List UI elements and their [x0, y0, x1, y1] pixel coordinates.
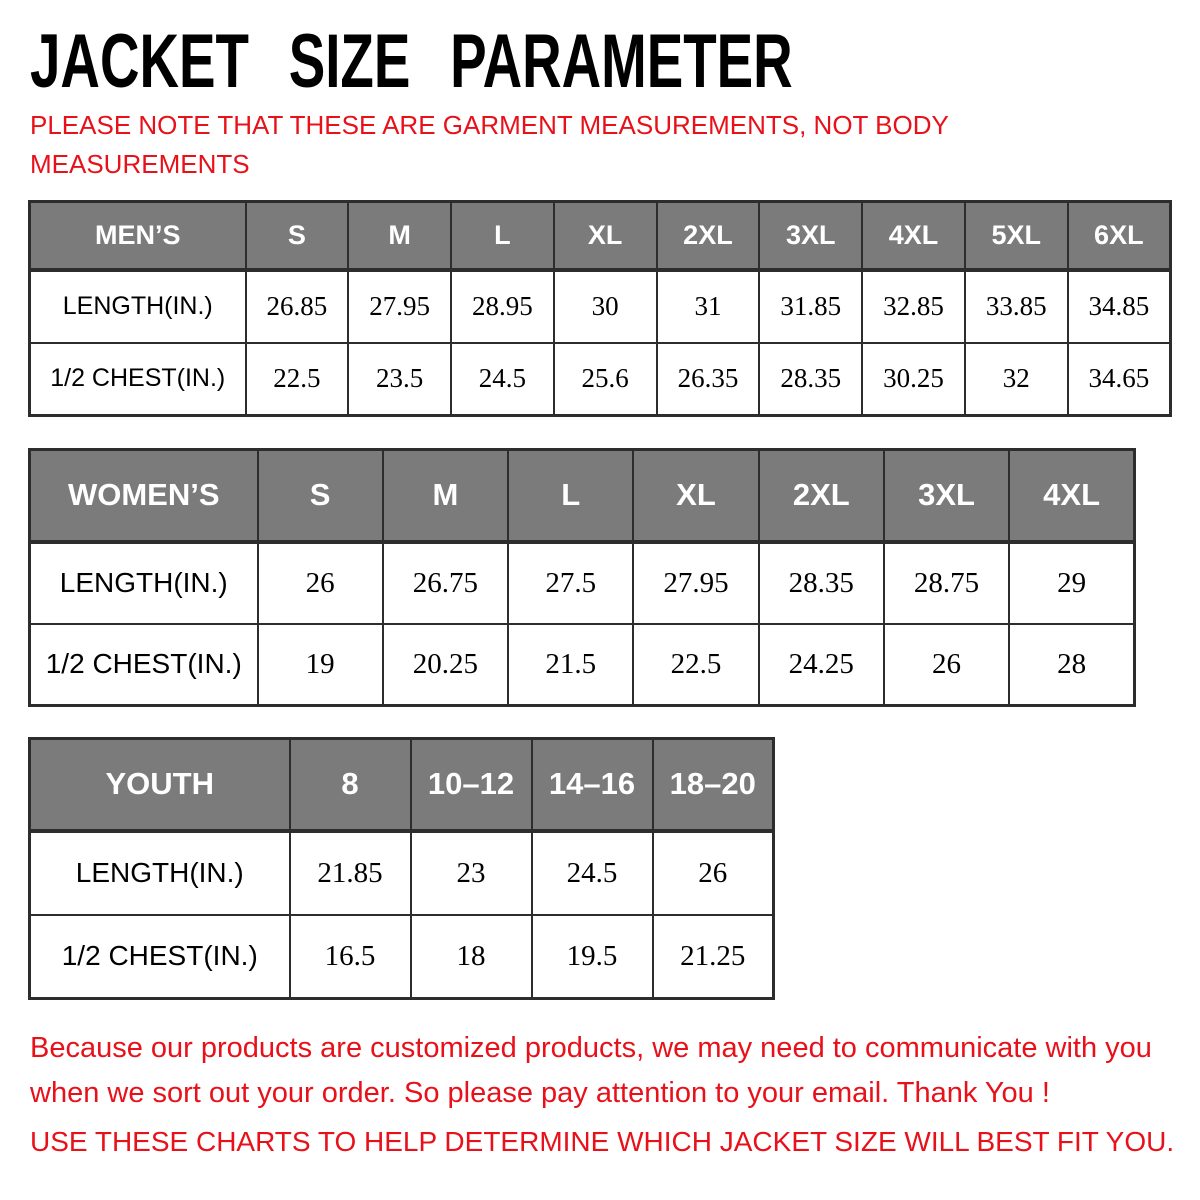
size-value-cell: 31.85	[758, 268, 864, 344]
size-value-cell: 22.5	[632, 622, 760, 707]
row-label-cell: LENGTH(IN.)	[28, 540, 259, 625]
womens-size-table: WOMEN’S S M L XL 2XL 3XL 4XL LENGTH(IN.)…	[28, 448, 1136, 707]
mens-size-table: MEN’S S M L XL 2XL 3XL 4XL 5XL 6XL LENGT…	[28, 200, 1172, 417]
size-column-header: S	[244, 200, 350, 272]
size-value-cell: 32.85	[861, 268, 966, 344]
size-value-cell: 18	[409, 913, 533, 1000]
mens-table-title: MEN’S	[28, 200, 247, 272]
womens-header-row: WOMEN’S S M L XL 2XL 3XL 4XL	[28, 448, 1136, 544]
size-column-header: L	[507, 448, 635, 544]
size-value-cell: 34.65	[1066, 341, 1172, 417]
row-label-cell: 1/2 CHEST(IN.)	[28, 341, 247, 417]
size-value-cell: 29	[1008, 540, 1136, 625]
mens-length-row: LENGTH(IN.) 26.85 27.95 28.95 30 31 31.8…	[28, 268, 1172, 344]
size-value-cell: 23	[409, 829, 533, 916]
size-value-cell: 27.95	[632, 540, 760, 625]
size-column-header: 2XL	[757, 448, 885, 544]
size-column-header: 2XL	[655, 200, 761, 272]
size-value-cell: 26	[882, 622, 1011, 707]
youth-chest-row: 1/2 CHEST(IN.) 16.5 18 19.5 21.25	[28, 913, 775, 1000]
size-value-cell: 23.5	[347, 341, 453, 417]
size-value-cell: 26.75	[381, 540, 510, 625]
size-column-header: 3XL	[882, 448, 1011, 544]
footer-fit-advice: USE THESE CHARTS TO HELP DETERMINE WHICH…	[30, 1126, 1175, 1157]
size-value-cell: 19.5	[530, 913, 654, 1000]
size-value-cell: 21.25	[651, 913, 775, 1000]
size-column-header: 18–20	[651, 737, 775, 833]
size-column-header: M	[347, 200, 453, 272]
size-value-cell: 30.25	[861, 341, 966, 417]
row-label-cell: 1/2 CHEST(IN.)	[28, 913, 291, 1000]
size-value-cell: 16.5	[288, 913, 412, 1000]
size-value-cell: 21.85	[288, 829, 412, 916]
row-label-cell: LENGTH(IN.)	[28, 268, 247, 344]
womens-chest-row: 1/2 CHEST(IN.) 19 20.25 21.5 22.5 24.25 …	[28, 622, 1136, 707]
size-column-header: 3XL	[758, 200, 864, 272]
size-value-cell: 26	[651, 829, 775, 916]
womens-table-title: WOMEN’S	[28, 448, 259, 544]
size-value-cell: 28.95	[450, 268, 555, 344]
size-column-header: 4XL	[1008, 448, 1136, 544]
size-column-header: 5XL	[963, 200, 1069, 272]
size-value-cell: 26.85	[244, 268, 350, 344]
size-value-cell: 25.6	[552, 341, 658, 417]
size-value-cell: 26.35	[655, 341, 761, 417]
size-value-cell: 30	[552, 268, 658, 344]
size-value-cell: 19	[256, 622, 384, 707]
row-label-cell: 1/2 CHEST(IN.)	[28, 622, 259, 707]
size-column-header: S	[256, 448, 384, 544]
size-column-header: XL	[632, 448, 760, 544]
size-column-header: 10–12	[409, 737, 533, 833]
size-value-cell: 26	[256, 540, 384, 625]
size-value-cell: 31	[655, 268, 761, 344]
size-value-cell: 28.35	[757, 540, 885, 625]
size-column-header: 4XL	[861, 200, 966, 272]
size-column-header: M	[381, 448, 510, 544]
youth-size-table: YOUTH 8 10–12 14–16 18–20 LENGTH(IN.) 21…	[28, 737, 775, 1000]
size-value-cell: 21.5	[507, 622, 635, 707]
size-value-cell: 34.85	[1066, 268, 1172, 344]
size-column-header: XL	[552, 200, 658, 272]
measurement-note: PLEASE NOTE THAT THESE ARE GARMENT MEASU…	[30, 110, 949, 179]
size-column-header: L	[450, 200, 555, 272]
youth-table-title: YOUTH	[28, 737, 291, 833]
size-column-header: 14–16	[530, 737, 654, 833]
size-value-cell: 24.5	[530, 829, 654, 916]
youth-header-row: YOUTH 8 10–12 14–16 18–20	[28, 737, 775, 833]
footer-communication-note: Because our products are customized prod…	[30, 1032, 1152, 1109]
size-value-cell: 24.25	[757, 622, 885, 707]
mens-chest-row: 1/2 CHEST(IN.) 22.5 23.5 24.5 25.6 26.35…	[28, 341, 1172, 417]
page-title: JACKET SIZE PARAMETER	[30, 19, 793, 104]
size-value-cell: 28.35	[758, 341, 864, 417]
row-label-cell: LENGTH(IN.)	[28, 829, 291, 916]
size-value-cell: 28.75	[882, 540, 1011, 625]
size-value-cell: 27.95	[347, 268, 453, 344]
size-value-cell: 20.25	[381, 622, 510, 707]
size-value-cell: 24.5	[450, 341, 555, 417]
size-column-header: 6XL	[1066, 200, 1172, 272]
size-value-cell: 28	[1008, 622, 1136, 707]
youth-length-row: LENGTH(IN.) 21.85 23 24.5 26	[28, 829, 775, 916]
size-value-cell: 22.5	[244, 341, 350, 417]
mens-header-row: MEN’S S M L XL 2XL 3XL 4XL 5XL 6XL	[28, 200, 1172, 272]
size-value-cell: 32	[963, 341, 1069, 417]
size-value-cell: 27.5	[507, 540, 635, 625]
womens-length-row: LENGTH(IN.) 26 26.75 27.5 27.95 28.35 28…	[28, 540, 1136, 625]
size-value-cell: 33.85	[963, 268, 1069, 344]
size-column-header: 8	[288, 737, 412, 833]
